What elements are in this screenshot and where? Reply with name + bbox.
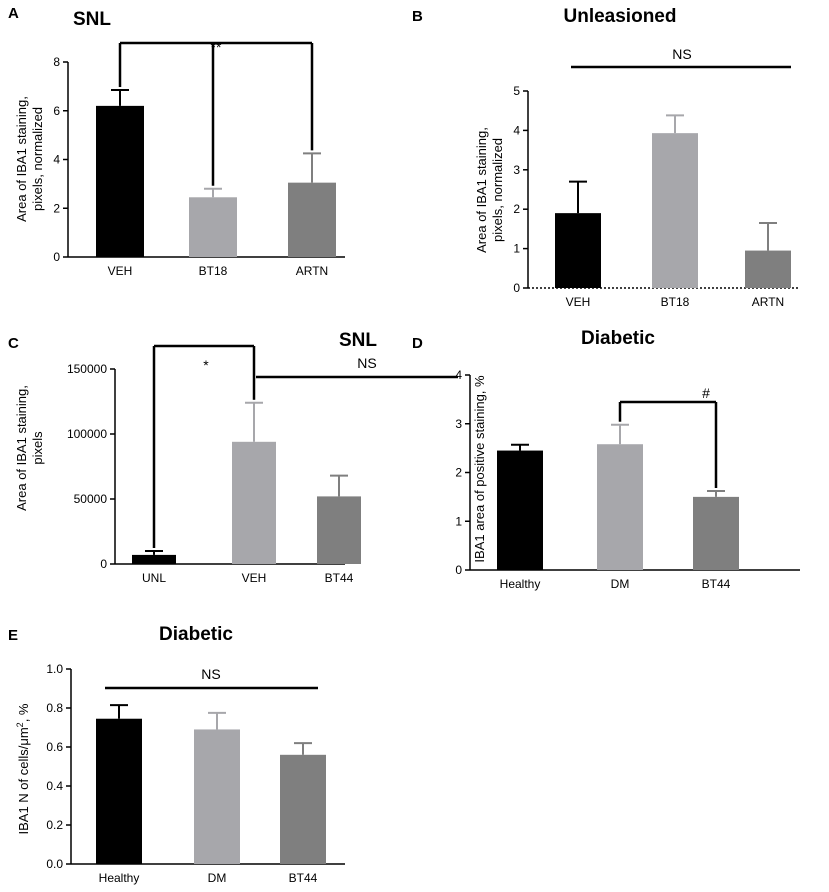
y-tick-label: 100000 xyxy=(67,427,107,441)
y-axis-label-line: Area of IBA1 staining, xyxy=(14,96,29,222)
panel-title: Diabetic xyxy=(581,328,655,349)
y-axis-label: Area of IBA1 staining,pixels xyxy=(14,385,45,511)
bar-healthy xyxy=(497,450,543,570)
x-tick-label: VEH xyxy=(566,295,591,309)
bar-bt44 xyxy=(693,496,739,570)
bar-bt44 xyxy=(280,754,326,864)
y-tick-label: 0.8 xyxy=(46,701,63,715)
y-tick-label: 2 xyxy=(513,202,520,216)
y-axis-label-text: , % xyxy=(16,703,31,722)
y-tick-label: 0 xyxy=(513,281,520,295)
panel-title: Diabetic xyxy=(159,624,233,645)
y-tick-label: 0.6 xyxy=(46,740,63,754)
y-tick-label: 0 xyxy=(100,557,107,571)
panel-d: D Diabetic IBA1 area of positive staining,… xyxy=(412,328,800,591)
panel-e: E Diabetic IBA1 N of cells/μm2, % 0.0 0.2 0.4… xyxy=(8,624,345,885)
significance-annotation: * xyxy=(152,344,256,548)
bar-veh xyxy=(232,441,276,564)
x-tick-label: BT18 xyxy=(199,264,228,278)
bar-bt18 xyxy=(652,133,698,288)
panel-a: A SNL Area of IBA1 staining,pixels, normal… xyxy=(8,5,345,278)
y-tick-label: 8 xyxy=(53,55,60,69)
y-tick-label: 0.0 xyxy=(46,857,63,871)
y-axis-label: Area of IBA1 staining,pixels, normalized xyxy=(14,96,45,222)
y-tick-label: 4 xyxy=(53,153,60,167)
y-axis-label: IBA1 area of positive staining, % xyxy=(472,375,487,563)
y-tick-label: 4 xyxy=(513,123,520,137)
panel-letter: D xyxy=(412,335,423,352)
bar-bt44 xyxy=(317,496,361,564)
panel-title: SNL xyxy=(339,330,377,351)
y-tick-label: 3 xyxy=(513,163,520,177)
y-axis-label-line: IBA1 area of positive staining, % xyxy=(472,375,487,563)
panel-letter: C xyxy=(8,335,19,352)
significance-label: # xyxy=(702,385,710,401)
y-tick-label: 0.4 xyxy=(46,779,63,793)
x-tick-label: Healthy xyxy=(500,577,541,591)
bar-dm xyxy=(194,729,240,864)
y-axis-label: IBA1 N of cells/μm2, % xyxy=(15,703,31,834)
y-tick-label: 150000 xyxy=(67,362,107,376)
significance-annotation: ** xyxy=(118,39,314,186)
y-axis-label-line: Area of IBA1 staining, xyxy=(14,385,29,511)
significance-label: NS xyxy=(357,355,376,371)
y-tick-label: 0.2 xyxy=(46,818,63,832)
x-tick-label: ARTN xyxy=(752,295,784,309)
bar-bt18 xyxy=(189,197,237,257)
y-axis-label-text: IBA1 N of cells/μm xyxy=(16,727,31,834)
y-tick-label: 2 xyxy=(455,466,462,480)
y-tick-label: 5 xyxy=(513,84,520,98)
x-tick-label: BT44 xyxy=(325,571,354,585)
y-tick-label: 6 xyxy=(53,104,60,118)
x-tick-label: ARTN xyxy=(296,264,328,278)
panel-b: B Unleasioned Area of IBA1 staining,pixels… xyxy=(412,6,800,309)
significance-label: ** xyxy=(211,39,222,55)
significance-annotation: NS xyxy=(256,355,458,379)
y-tick-label: 1.0 xyxy=(46,662,63,676)
significance-annotation: # xyxy=(618,385,718,489)
significance-label: NS xyxy=(201,666,220,682)
panel-letter: A xyxy=(8,5,19,22)
x-tick-label: DM xyxy=(208,871,227,885)
y-tick-label: 1 xyxy=(513,242,520,256)
y-axis-label-line: pixels, normalized xyxy=(30,107,45,211)
y-tick-label: 1 xyxy=(455,514,462,528)
y-axis-label: Area of IBA1 staining,pixels, normalized xyxy=(474,127,505,253)
significance-label: * xyxy=(203,357,209,373)
x-tick-label: BT44 xyxy=(702,577,731,591)
bar-artn xyxy=(288,182,336,257)
x-tick-label: VEH xyxy=(242,571,267,585)
bar-veh xyxy=(555,213,601,288)
x-tick-label: DM xyxy=(611,577,630,591)
significance-annotation: NS xyxy=(105,666,318,690)
x-tick-label: VEH xyxy=(108,264,133,278)
significance-annotation: NS xyxy=(571,46,791,69)
bar-healthy xyxy=(96,718,142,864)
y-tick-label: 0 xyxy=(53,250,60,264)
y-tick-label: 3 xyxy=(455,417,462,431)
y-axis-label-line: pixels, normalized xyxy=(490,138,505,242)
panel-letter: E xyxy=(8,627,18,644)
y-axis-label-line: Area of IBA1 staining, xyxy=(474,127,489,253)
x-tick-label: UNL xyxy=(142,571,166,585)
y-tick-label: 0 xyxy=(455,563,462,577)
bar-dm xyxy=(597,444,643,570)
y-tick-label: 2 xyxy=(53,201,60,215)
y-tick-label: 50000 xyxy=(74,492,108,506)
bar-unl xyxy=(132,554,176,564)
x-tick-label: BT18 xyxy=(661,295,690,309)
bar-artn xyxy=(745,250,791,288)
significance-label: NS xyxy=(672,46,691,62)
panel-title: SNL xyxy=(73,9,111,30)
y-tick-label: 4 xyxy=(455,368,462,382)
y-axis-label-line: pixels xyxy=(30,431,45,465)
bar-veh xyxy=(96,105,144,257)
panel-letter: B xyxy=(412,8,423,25)
x-tick-label: Healthy xyxy=(99,871,140,885)
x-tick-label: BT44 xyxy=(289,871,318,885)
panel-c: C SNL Area of IBA1 staining,pixels 0 50000 10… xyxy=(8,330,458,585)
y-axis-label-sup: 2 xyxy=(15,722,25,727)
panel-title: Unleasioned xyxy=(564,6,677,27)
